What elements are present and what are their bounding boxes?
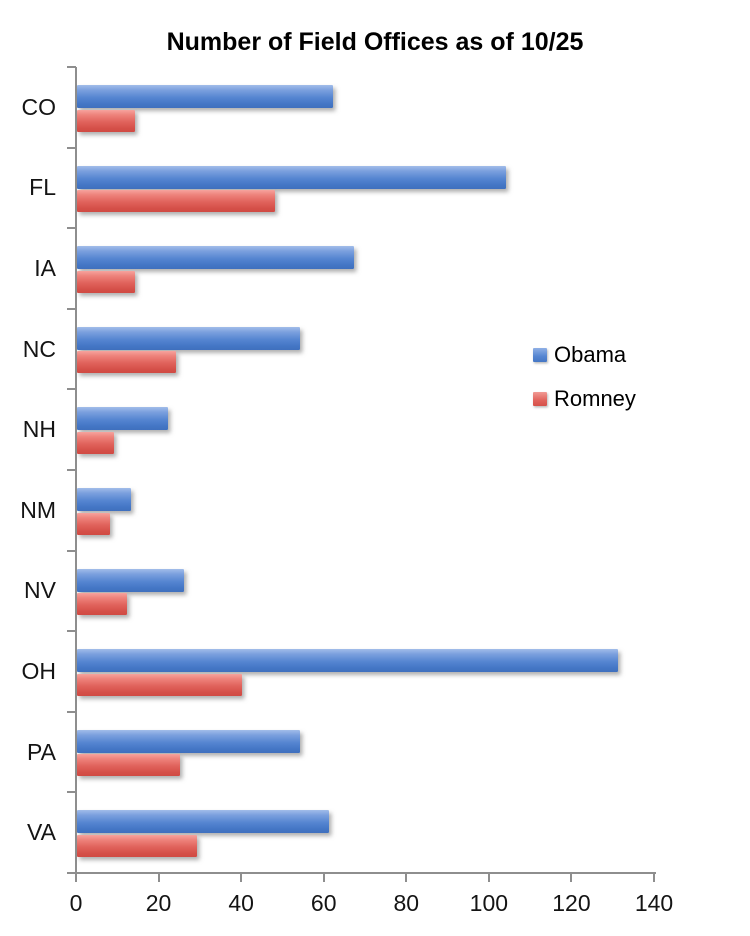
y-axis-tick-4 (67, 388, 76, 391)
x-axis-tick-label-40: 40 (228, 890, 254, 916)
y-axis-line (75, 67, 77, 874)
bar-romney-va (77, 834, 197, 857)
legend-label-obama: Obama (554, 342, 627, 367)
bar-obama-oh (77, 649, 618, 673)
category-label-co: CO (21, 93, 57, 120)
y-axis-tick-10 (67, 872, 76, 874)
y-axis-tick-0 (67, 66, 76, 68)
x-axis-tick-80 (405, 874, 408, 882)
x-axis-tick-60 (322, 874, 325, 882)
bar-obama-nv (77, 568, 185, 592)
y-axis-tick-5 (67, 469, 76, 471)
x-axis-tick-100 (487, 874, 490, 882)
x-axis-tick-label-80: 80 (393, 890, 420, 916)
legend-item-obama: Obama (533, 341, 636, 369)
category-label-nv: NV (24, 577, 56, 604)
legend-swatch-obama (533, 348, 547, 362)
y-axis-tick-2 (67, 227, 76, 230)
x-axis-tick-40 (240, 874, 243, 882)
bar-obama-pa (77, 729, 300, 753)
y-axis-tick-1 (67, 146, 76, 149)
bar-obama-co (77, 85, 333, 108)
category-label-fl: FL (29, 174, 56, 201)
x-axis-line (75, 872, 656, 874)
bar-obama-nc (77, 326, 300, 350)
x-axis-tick-label-140: 140 (634, 890, 674, 916)
bar-romney-nh (77, 431, 115, 454)
category-label-oh: OH (21, 657, 57, 684)
y-axis-tick-7 (67, 630, 76, 633)
bar-romney-nc (77, 351, 177, 374)
legend-item-romney: Romney (533, 385, 636, 413)
x-axis-tick-120 (570, 874, 573, 882)
bar-romney-ia (77, 270, 135, 293)
y-axis-tick-3 (67, 307, 76, 310)
x-axis-tick-label-0: 0 (69, 890, 83, 916)
bar-romney-fl (77, 190, 276, 213)
y-axis-tick-6 (67, 549, 76, 552)
y-axis-tick-9 (67, 791, 76, 794)
legend-swatch-romney (533, 392, 547, 406)
category-label-va: VA (27, 819, 56, 846)
x-axis-tick-label-60: 60 (310, 890, 337, 916)
category-label-nc: NC (22, 335, 56, 362)
bar-obama-nm (77, 488, 131, 511)
category-label-pa: PA (27, 738, 56, 765)
y-axis-tick-8 (67, 710, 76, 713)
legend-label-romney: Romney (554, 386, 636, 411)
bar-obama-fl (77, 165, 507, 189)
bar-romney-pa (77, 754, 181, 777)
chart-title: Number of Field Offices as of 10/25 (166, 28, 584, 56)
bar-romney-nm (77, 512, 111, 535)
category-label-nm: NM (20, 496, 56, 523)
category-label-ia: IA (34, 254, 56, 281)
x-axis-tick-label-100: 100 (469, 890, 509, 916)
bar-romney-co (77, 109, 135, 132)
legend: Obama Romney (533, 341, 636, 429)
bar-romney-nv (77, 593, 127, 616)
bar-romney-oh (77, 673, 243, 696)
bar-obama-va (77, 810, 329, 834)
x-axis-tick-140 (653, 874, 655, 882)
bar-obama-nh (77, 407, 168, 431)
x-axis-tick-0 (75, 874, 77, 882)
x-axis-tick-20 (157, 874, 160, 882)
bar-obama-ia (77, 246, 354, 270)
category-label-nh: NH (22, 416, 56, 443)
x-axis-tick-label-120: 120 (552, 890, 591, 916)
x-axis-tick-label-20: 20 (145, 890, 172, 916)
